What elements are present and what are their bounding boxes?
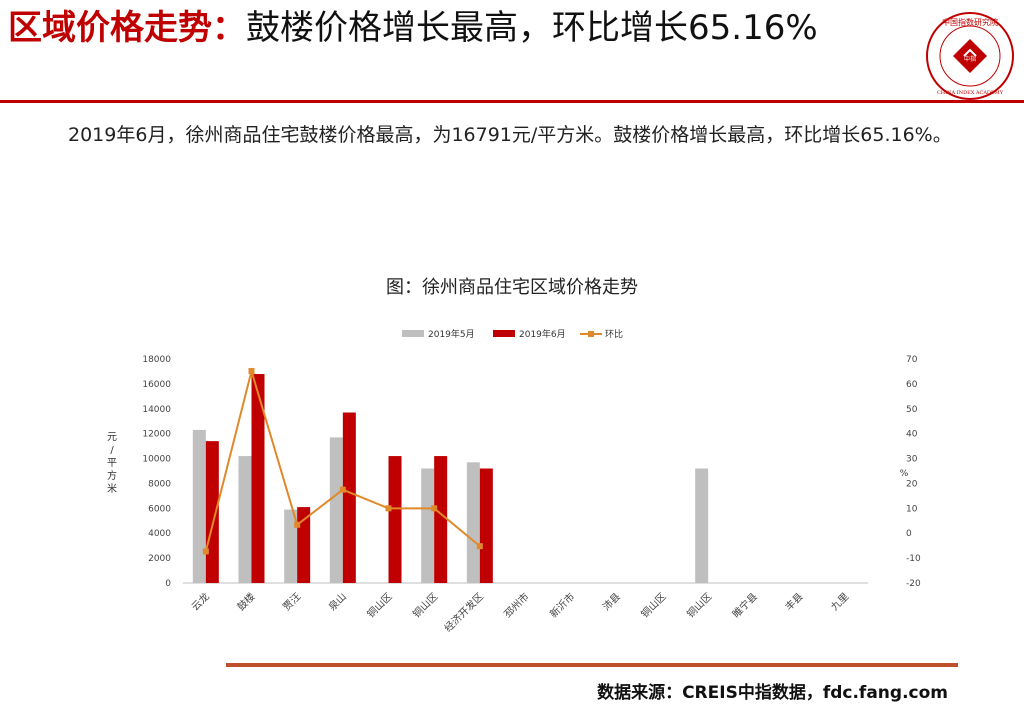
- y-axis-label-char: /: [110, 445, 114, 456]
- x-tick-label: 睢宁县: [730, 590, 760, 620]
- legend-swatch-may: [402, 330, 424, 337]
- y-tick-label: 0: [165, 579, 171, 589]
- y-tick-label: 18000: [142, 355, 171, 365]
- chart-title: 图：徐州商品住宅区域价格走势: [386, 277, 638, 298]
- x-tick-label: 丰县: [782, 590, 805, 613]
- y-axis-label-char: 平: [107, 458, 117, 469]
- y-axis-label-char: 元: [107, 432, 117, 443]
- bar-2019-05: [421, 468, 435, 583]
- y2-tick-label: 20: [906, 479, 918, 489]
- y2-axis-label: %: [900, 469, 909, 479]
- legend-marker-mom: [588, 331, 594, 337]
- logo-text-top: 中国指数研究院: [942, 17, 998, 27]
- bar-2019-06: [388, 456, 402, 583]
- bar-2019-06: [342, 412, 356, 583]
- bar-2019-05: [284, 509, 298, 583]
- bar-2019-05: [695, 468, 709, 583]
- x-tick-label: 邳州市: [501, 590, 531, 620]
- y-tick-label: 2000: [148, 554, 171, 564]
- y-tick-label: 12000: [142, 430, 171, 440]
- x-tick-label: 铜山区: [685, 591, 715, 621]
- y2-tick-label: 30: [906, 455, 918, 465]
- y-tick-label: 14000: [142, 405, 171, 415]
- price-trend-chart: 0 2000 4000 6000 8000 10000 12000 14000 16000 180…: [107, 328, 921, 635]
- y2-tick-label: 60: [906, 380, 918, 390]
- x-tick-label: 云龙: [189, 590, 212, 613]
- marker-mom: [202, 548, 209, 555]
- y-axis-label-char: 方: [107, 469, 117, 482]
- bar-2019-06: [251, 374, 265, 583]
- title-main: 鼓楼价格增长最高，环比增长65.16%: [246, 8, 818, 48]
- x-tick-label: 九里: [829, 591, 852, 614]
- y-tick-label: 10000: [142, 455, 171, 465]
- title-highlight: 区域价格走势：: [8, 8, 246, 48]
- y-tick-label: 4000: [148, 529, 171, 539]
- y2-tick-label: 0: [906, 529, 912, 539]
- china-index-academy-logo: 中国指数研究院 中指 CHINA INDEX ACADEMY: [926, 12, 1014, 100]
- data-source: 数据来源：CREIS中指数据，fdc.fang.com: [597, 683, 948, 703]
- legend-label-may: 2019年5月: [428, 328, 475, 340]
- x-tick-label: 铜山区: [639, 591, 669, 621]
- y-axis-label-char: 米: [107, 482, 117, 495]
- marker-mom: [431, 505, 438, 512]
- x-tick-label: 铜山区: [365, 591, 395, 621]
- y2-tick-label: 50: [906, 405, 918, 415]
- bar-2019-05: [466, 462, 480, 583]
- y2-tick-label: -10: [906, 554, 921, 564]
- marker-mom: [294, 521, 301, 528]
- x-tick-label: 经济开发区: [441, 590, 486, 635]
- bar-2019-06: [297, 507, 311, 583]
- x-tick-label: 沛县: [600, 590, 623, 613]
- marker-mom: [248, 368, 255, 375]
- bar-2019-06: [434, 456, 448, 583]
- y2-tick-label: 10: [906, 504, 918, 514]
- x-tick-label: 泉山: [326, 590, 349, 613]
- y2-tick-label: 70: [906, 355, 918, 365]
- y-tick-label: 6000: [148, 504, 171, 514]
- x-tick-label: 鼓楼: [234, 590, 257, 613]
- x-tick-label: 铜山区: [411, 591, 441, 621]
- summary-paragraph: 2019年6月，徐州商品住宅鼓楼价格最高，为16791元/平方米。鼓楼价格增长最…: [68, 124, 952, 146]
- bar-2019-05: [238, 456, 252, 583]
- marker-mom: [385, 505, 392, 512]
- legend-label-jun: 2019年6月: [519, 328, 566, 340]
- bar-2019-05: [192, 429, 206, 583]
- bar-2019-05: [329, 437, 343, 583]
- y2-tick-label: 40: [906, 430, 918, 440]
- footer-divider: [226, 663, 958, 667]
- bar-2019-06: [479, 468, 493, 583]
- y-tick-label: 8000: [148, 479, 171, 489]
- bar-2019-06: [205, 441, 219, 583]
- y-tick-label: 16000: [142, 380, 171, 390]
- marker-mom: [476, 543, 483, 550]
- legend-swatch-jun: [493, 330, 515, 337]
- logo-text-center: 中指: [964, 55, 976, 63]
- x-tick-label: 贾汪: [281, 591, 304, 614]
- page-title: 区域价格走势：鼓楼价格增长最高，环比增长65.16%: [8, 6, 908, 50]
- header-divider: [0, 100, 1024, 103]
- marker-mom: [339, 486, 346, 493]
- x-tick-label: 新沂市: [547, 590, 577, 620]
- logo-text-bottom: CHINA INDEX ACADEMY: [937, 90, 1004, 96]
- y2-tick-label: -20: [906, 579, 921, 589]
- legend-label-mom: 环比: [605, 328, 623, 340]
